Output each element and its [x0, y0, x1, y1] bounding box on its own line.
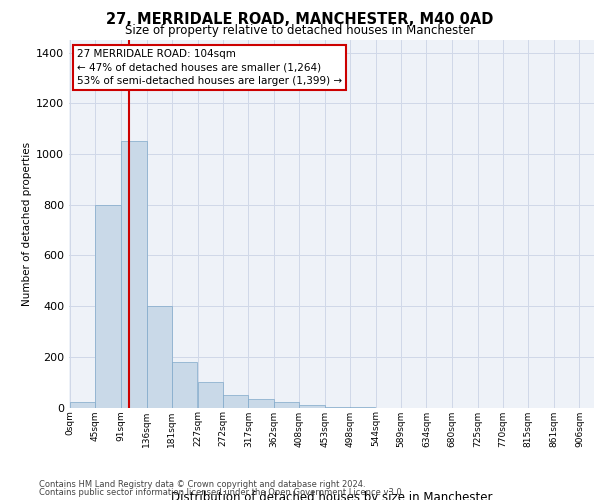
Bar	[95, 204, 121, 408]
Text: Size of property relative to detached houses in Manchester: Size of property relative to detached ho…	[125, 24, 475, 37]
Bar	[198, 382, 223, 407]
Text: 27 MERRIDALE ROAD: 104sqm
← 47% of detached houses are smaller (1,264)
53% of se: 27 MERRIDALE ROAD: 104sqm ← 47% of detac…	[77, 49, 342, 86]
Bar	[274, 402, 299, 407]
Bar	[223, 395, 248, 407]
Bar	[121, 142, 146, 408]
X-axis label: Distribution of detached houses by size in Manchester: Distribution of detached houses by size …	[171, 491, 492, 500]
Bar	[248, 398, 274, 407]
Y-axis label: Number of detached properties: Number of detached properties	[22, 142, 32, 306]
Bar	[299, 405, 325, 407]
Text: 27, MERRIDALE ROAD, MANCHESTER, M40 0AD: 27, MERRIDALE ROAD, MANCHESTER, M40 0AD	[106, 12, 494, 28]
Bar	[146, 306, 172, 408]
Text: Contains public sector information licensed under the Open Government Licence v3: Contains public sector information licen…	[39, 488, 404, 497]
Bar	[70, 402, 95, 407]
Bar	[172, 362, 197, 408]
Bar	[325, 406, 350, 408]
Text: Contains HM Land Registry data © Crown copyright and database right 2024.: Contains HM Land Registry data © Crown c…	[39, 480, 365, 489]
